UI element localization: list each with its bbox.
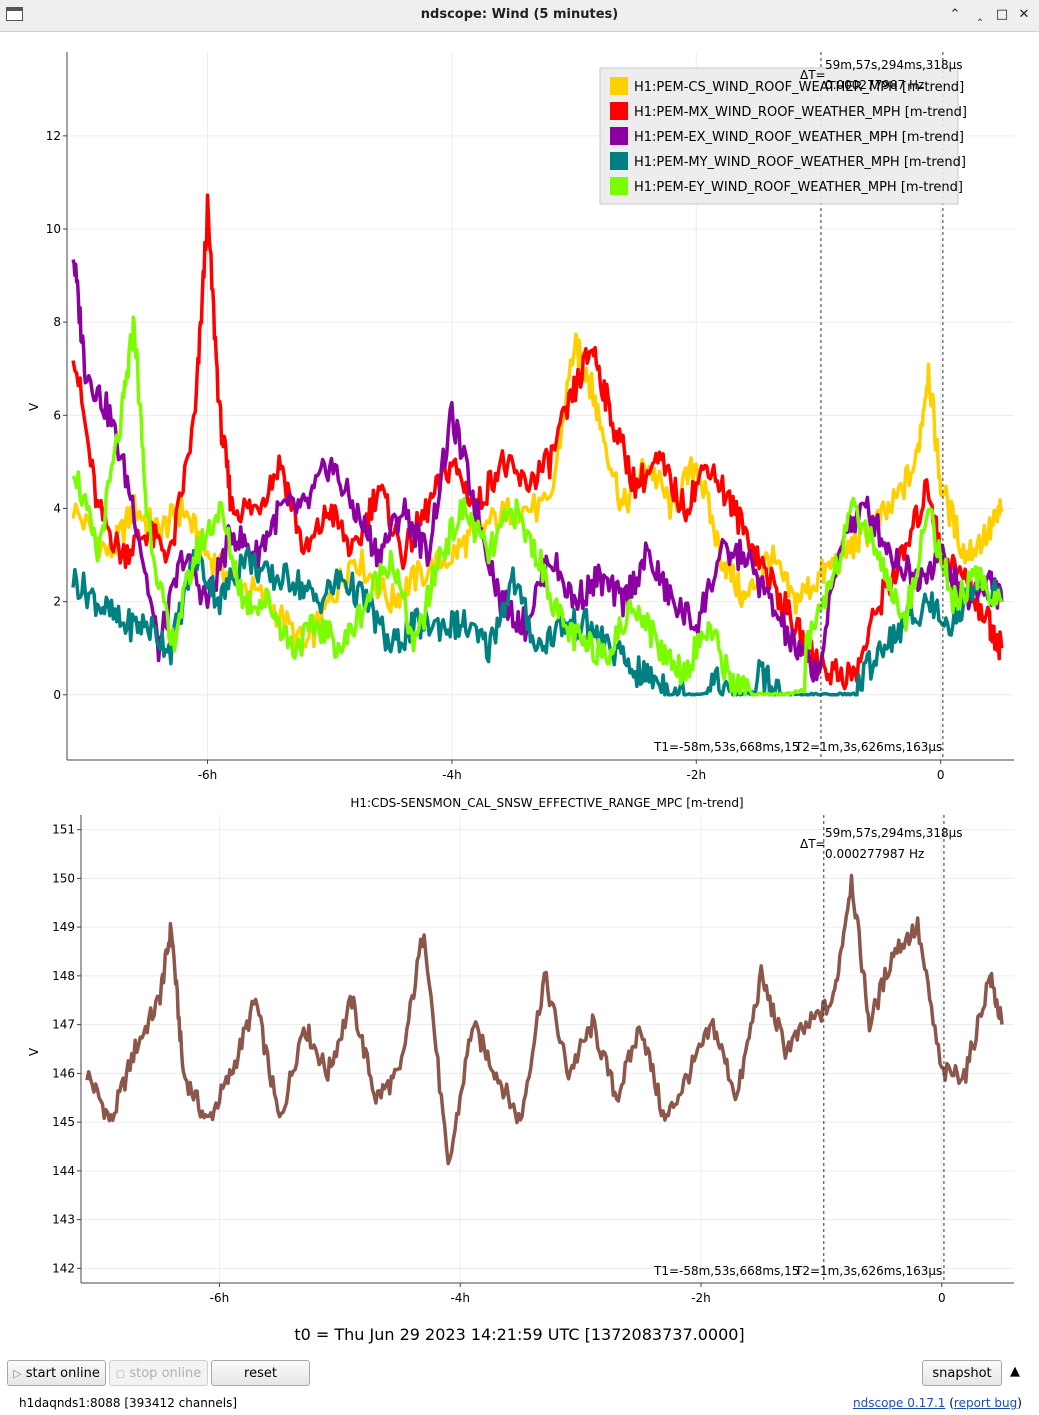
legend-item-label: H1:PEM-EY_WIND_ROOF_WEATHER_MPH [m-trend… (634, 180, 963, 195)
top-x-tick-label: 0 (937, 768, 945, 782)
legend-item-label: H1:PEM-EX_WIND_ROOF_WEATHER_MPH [m-trend… (634, 130, 964, 145)
bottom-cursor-t1: T1=-58m,53s,668ms,15 (653, 1264, 799, 1278)
top-y-tick-label: 8 (53, 315, 61, 329)
top-cursor-dt-value: 59m,57s,294ms,318µs (825, 58, 963, 72)
bottom-x-tick-label: -2h (691, 1291, 711, 1305)
top-series-line (71, 315, 1004, 697)
start-online-button[interactable]: ▷ start online (7, 1360, 106, 1386)
legend-swatch (610, 102, 628, 120)
legend-item-label: H1:PEM-CS_WIND_ROOF_WEATHER_MPH [m-trend… (634, 80, 964, 95)
top-legend: H1:PEM-CS_WIND_ROOF_WEATHER_MPH [m-trend… (599, 67, 967, 205)
top-cursor-freq: 0.000277987 Hz (825, 78, 924, 92)
bottom-y-axis-label: V (27, 1047, 41, 1056)
bottom-cursor-t2: T2=1m,3s,626ms,163µs (794, 1264, 942, 1278)
top-x-ticks: -6h -4h -2h 0 (198, 760, 945, 782)
top-y-tick-label: 6 (53, 408, 61, 422)
play-icon: ▷ (13, 1367, 22, 1380)
legend-swatch (610, 127, 628, 145)
top-cursor-t2: T2=1m,3s,626ms,163µs (794, 740, 942, 754)
stop-online-label: stop online (129, 1366, 202, 1381)
maximize-button[interactable]: □ (995, 7, 1009, 22)
range-plot[interactable]: H1:CDS-SENSMON_CAL_SNSW_EFFECTIVE_RANGE_… (0, 790, 1039, 1310)
top-y-ticks: 0 2 4 6 8 10 12 (46, 129, 67, 702)
t0-label: t0 = Thu Jun 29 2023 14:21:59 UTC [13720… (294, 1325, 745, 1344)
legend-item-label: H1:PEM-MX_WIND_ROOF_WEATHER_MPH [m-trend… (634, 105, 967, 120)
bottom-y-tick-label: 144 (52, 1164, 75, 1178)
legend-box (599, 67, 959, 205)
bottom-y-tick-label: 150 (52, 871, 75, 885)
top-series-line (71, 259, 1004, 683)
legend-swatch (610, 152, 628, 170)
bottom-cursor-dt-value: 59m,57s,294ms,318µs (825, 826, 963, 840)
bottom-y-tick-label: 151 (52, 823, 75, 837)
bottom-y-tick-label: 143 (52, 1213, 75, 1227)
bottom-cursor-freq: 0.000277987 Hz (825, 847, 924, 861)
bottom-series-group (85, 873, 1004, 1166)
stop-online-button[interactable]: ▢ stop online (109, 1360, 208, 1386)
reset-button[interactable]: reset (211, 1360, 310, 1386)
legend-item-label: H1:PEM-MY_WIND_ROOF_WEATHER_MPH [m-trend… (634, 155, 966, 170)
top-cursors[interactable] (820, 52, 944, 760)
bottom-y-ticks: 142 143 144 145 146 147 148 149 150 151 (52, 823, 81, 1275)
bottom-y-tick-label: 142 (52, 1261, 75, 1275)
version-link[interactable]: ndscope 0.17.1 (853, 1396, 946, 1410)
top-y-tick-label: 12 (46, 129, 61, 143)
start-online-label: start online (25, 1366, 100, 1381)
window-title: ndscope: Wind (5 minutes) (420, 7, 619, 22)
bottom-x-tick-label: 0 (938, 1291, 946, 1305)
stop-icon: ▢ (115, 1369, 126, 1380)
minimize-button[interactable]: ‸ (977, 7, 983, 22)
shade-button[interactable]: ⌃ (949, 7, 961, 22)
status-links: ndscope 0.17.1 (report bug) (853, 1396, 1022, 1410)
top-y-tick-label: 2 (53, 595, 61, 609)
paren-close: ) (1017, 1396, 1022, 1410)
bottom-plot-title: H1:CDS-SENSMON_CAL_SNSW_EFFECTIVE_RANGE_… (350, 796, 743, 810)
top-series-group (71, 193, 1004, 697)
expand-up-icon[interactable]: ▲ (1010, 1364, 1020, 1379)
top-x-tick-label: -4h (442, 768, 462, 782)
top-y-axis-label: V (27, 402, 41, 411)
bottom-y-tick-label: 148 (52, 969, 75, 983)
top-x-tick-label: -6h (198, 768, 218, 782)
top-x-tick-label: -2h (687, 768, 707, 782)
snapshot-button[interactable]: snapshot (922, 1360, 1002, 1386)
bottom-x-tick-label: -6h (210, 1291, 230, 1305)
close-button[interactable]: ✕ (1018, 7, 1030, 22)
bottom-y-tick-label: 146 (52, 1066, 75, 1080)
top-y-tick-label: 10 (46, 222, 61, 236)
top-cursor-dt-label: ΔT= (800, 68, 826, 82)
bottom-y-tick-label: 147 (52, 1018, 75, 1032)
report-bug-link[interactable]: report bug (953, 1396, 1018, 1410)
bottom-x-ticks: -6h -4h -2h 0 (210, 1283, 946, 1305)
paren-open: ( (949, 1396, 954, 1410)
bottom-y-tick-label: 149 (52, 920, 75, 934)
top-series-line (71, 193, 1004, 691)
top-y-tick-label: 4 (53, 501, 61, 515)
status-server: h1daqnds1:8088 [393412 channels] (19, 1396, 238, 1410)
bottom-grid (81, 815, 1014, 1283)
legend-swatch (610, 77, 628, 95)
bottom-y-tick-label: 145 (52, 1115, 75, 1129)
window-titlebar: ndscope: Wind (5 minutes) ⌃ ‸ □ ✕ (0, 0, 1039, 32)
bottom-x-tick-label: -4h (450, 1291, 470, 1305)
bottom-cursors[interactable] (823, 815, 945, 1283)
wind-plot[interactable]: 0 2 4 6 8 10 12 -6h -4h -2h 0 V H1:PEM-CS_WIND_RO… (0, 32, 1039, 787)
top-cursor-t1: T1=-58m,53s,668ms,15 (653, 740, 799, 754)
top-series-line (71, 546, 1004, 697)
legend-swatch (610, 177, 628, 195)
app-window-icon (6, 7, 23, 21)
bottom-cursor-dt-label: ΔT= (800, 837, 826, 851)
top-y-tick-label: 0 (53, 688, 61, 702)
bottom-series-line (85, 873, 1004, 1166)
